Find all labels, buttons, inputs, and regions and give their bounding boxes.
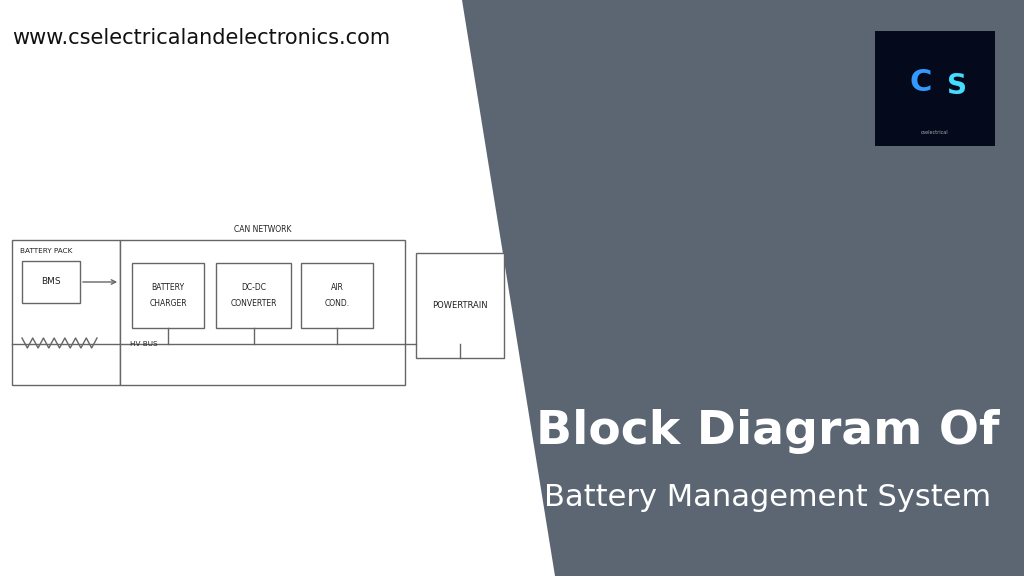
Text: CONVERTER: CONVERTER: [230, 299, 276, 308]
Bar: [216, 263, 291, 328]
Bar: [120, 240, 406, 385]
Bar: [132, 263, 204, 328]
Text: S: S: [946, 72, 967, 100]
Bar: [22, 261, 80, 303]
Bar: [301, 263, 373, 328]
Text: CAN NETWORK: CAN NETWORK: [233, 225, 291, 234]
Text: HV BUS: HV BUS: [130, 341, 158, 347]
Text: COND.: COND.: [325, 299, 349, 308]
Text: AIR: AIR: [331, 283, 343, 292]
Bar: [416, 253, 504, 358]
Text: www.cselectricalandelectronics.com: www.cselectricalandelectronics.com: [12, 28, 390, 48]
Text: C: C: [909, 68, 932, 97]
Text: BMS: BMS: [41, 278, 60, 286]
Bar: [874, 31, 995, 146]
Text: BATTERY: BATTERY: [152, 283, 184, 292]
Bar: [12, 240, 120, 385]
Text: Block Diagram Of: Block Diagram Of: [537, 408, 999, 453]
Text: Battery Management System: Battery Management System: [545, 483, 991, 513]
Polygon shape: [462, 0, 1024, 576]
Text: POWERTRAIN: POWERTRAIN: [432, 301, 487, 310]
Text: cselectrical: cselectrical: [922, 130, 949, 135]
Text: DC-DC: DC-DC: [241, 283, 266, 292]
Text: BATTERY PACK: BATTERY PACK: [20, 248, 73, 254]
Text: CHARGER: CHARGER: [150, 299, 186, 308]
